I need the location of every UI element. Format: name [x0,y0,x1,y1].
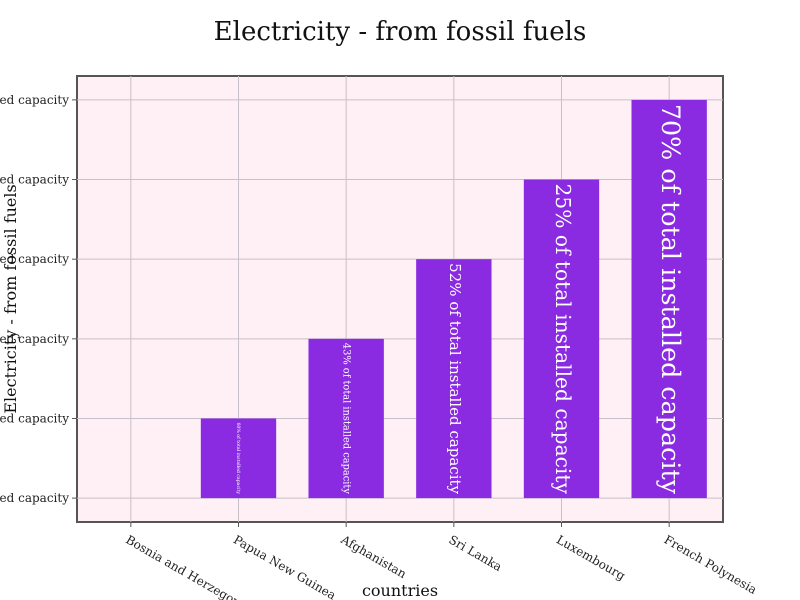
bar-value-label: 60% of total installed capacity [235,422,241,494]
bar [200,418,277,499]
x-tick-label: French Polynesia [662,532,760,596]
bar-value-label: 25% of total installed capacity [551,184,575,495]
x-tick-label: Luxembourg [554,532,628,583]
y-tick-label: lled capacity [0,491,69,505]
y-tick-label: lled capacity [0,93,69,107]
bar [631,99,707,499]
x-tick-label: Sri Lanka [446,532,504,574]
bar [308,338,384,499]
plot-area [76,75,724,523]
bar-value-label: 70% of total installed capacity [656,104,686,495]
y-axis-ticks: lled capacity lled capacity lled capacity l… [0,93,77,505]
x-tick-label: Afghanistan [338,532,409,581]
x-axis-title: countries [362,581,438,600]
bar-value-label: 43% of total installed capacity [341,343,352,495]
bars: 60% of total installed capacity 43% of to… [200,99,707,499]
y-tick-label: lled capacity [0,173,69,187]
bar [416,259,492,499]
bar-value-label: 52% of total installed capacity [446,263,464,494]
y-axis-title: Electricity - from fossil fuels [1,184,20,413]
y-tick-label: lled capacity [0,332,69,346]
bar [523,179,600,499]
chart-title: Electricity - from fossil fuels [214,17,587,47]
y-tick-label: lled capacity [0,252,69,266]
y-tick-label: lled capacity [0,411,69,425]
x-tick-label: Papua New Guinea [231,532,338,600]
